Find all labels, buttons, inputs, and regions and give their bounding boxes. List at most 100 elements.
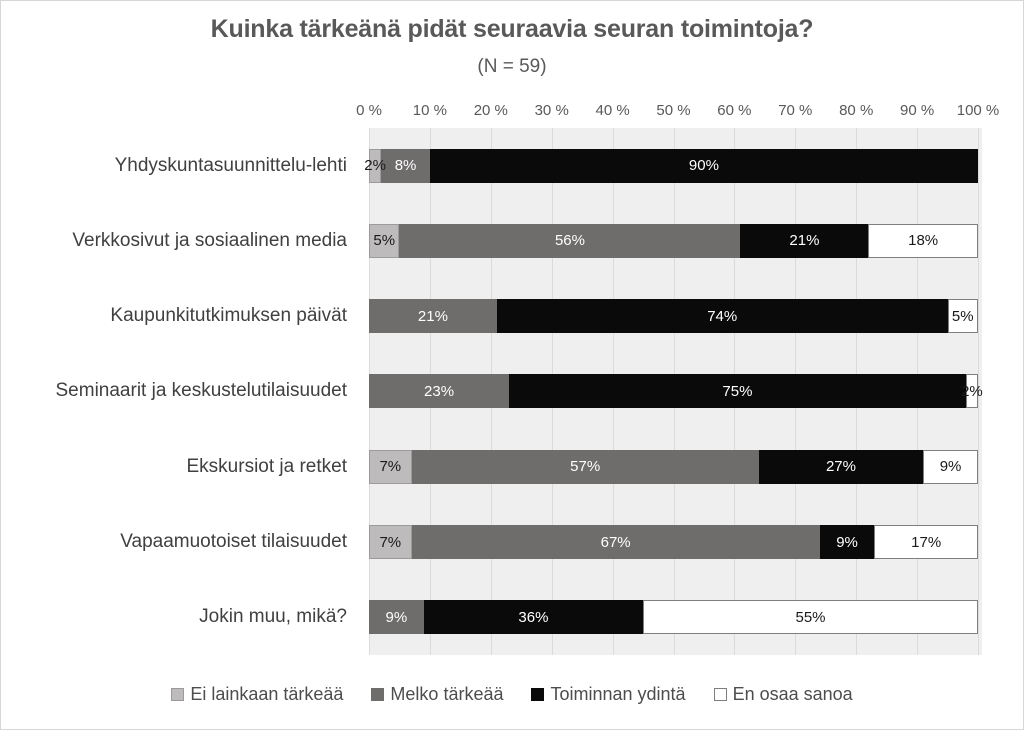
bar-segment: 23%	[369, 374, 510, 409]
bar-row: 9% 36% 55%	[369, 580, 978, 655]
x-axis-tick-label: 60 %	[717, 102, 752, 119]
bar-row: 2% 8% 90%	[364, 128, 978, 203]
bar-segment-value: 57%	[570, 458, 601, 476]
chart-title: Kuinka tärkeänä pidät seuraavia seuran t…	[210, 15, 814, 43]
category-label: Yhdyskuntasuunnittelu-lehti	[114, 154, 347, 176]
bar-segment: 21%	[740, 223, 869, 258]
legend-item: En osaa sanoa	[713, 683, 853, 705]
bar-segment-value: 56%	[554, 232, 585, 250]
legend-item: Ei lainkaan tärkeää	[171, 684, 343, 705]
bar-segment-value: 67%	[600, 533, 631, 551]
bar-segment-value: 9%	[939, 458, 962, 476]
bar-segment-value: 9%	[385, 608, 408, 626]
stacked-bar: 23% 75% 2%	[369, 374, 983, 409]
stacked-bar: 9% 36% 55%	[369, 600, 978, 635]
legend-item: Melko tärkeää	[371, 684, 503, 705]
bar-segment: 5%	[369, 223, 400, 258]
bar-segment-value: 9%	[836, 533, 858, 551]
x-axis-tick-label: 30 %	[534, 102, 569, 119]
stacked-bar: 21% 74% 5%	[369, 299, 978, 334]
bar-row: 5% 56% 21% 18%	[369, 203, 978, 278]
bar-segment-value: 36%	[518, 608, 549, 626]
legend-label: Toiminnan ydintä	[550, 683, 686, 704]
category-label: Jokin muu, mikä?	[199, 606, 347, 628]
bar-segment-value: 55%	[795, 608, 826, 626]
bar-segment: 55%	[643, 600, 978, 635]
bar-segment: 27%	[758, 449, 924, 484]
bar-segment-value: 90%	[688, 157, 719, 175]
bar-row: 23% 75% 2%	[369, 354, 983, 429]
bar-segment-value: 17%	[911, 533, 942, 551]
category-axis: Yhdyskuntasuunnittelu-lehti Verkkosivut j…	[1, 128, 359, 655]
bar-segment-value: 18%	[908, 232, 939, 250]
bar-segment-value: 23%	[424, 382, 455, 400]
bar-segment: 9%	[819, 525, 875, 560]
legend: Ei lainkaan tärkeää Melko tärkeää Toiminna…	[1, 680, 1023, 708]
bar-segment: 90%	[429, 148, 978, 183]
legend-item: Toiminnan ydintä	[531, 683, 686, 705]
plot-area: 2% 8% 90% 5% 56% 21% 18% 21% 74% 5% 23% 75% 2% 7% 57% 2…	[364, 128, 983, 655]
x-axis-tick-label: 10 %	[412, 102, 447, 119]
legend-swatch	[171, 687, 185, 701]
bar-segment: 67%	[411, 525, 820, 560]
category-label: Verkkosivut ja sosiaalinen media	[72, 229, 347, 251]
bar-segment: 36%	[423, 600, 644, 635]
legend-label: En osaa sanoa	[732, 683, 853, 704]
bar-segment-value: 75%	[722, 382, 753, 400]
stacked-bar: 7% 67% 9% 17%	[369, 525, 978, 560]
legend-swatch	[531, 687, 545, 701]
bar-segment-value: 74%	[707, 307, 738, 325]
bar-segment-value: 2%	[364, 157, 386, 175]
bar-segment: 9%	[369, 600, 424, 635]
x-axis-tick-label: 100 %	[956, 102, 1000, 119]
category-label: Kaupunkitutkimuksen päivät	[110, 305, 347, 327]
bar-segment-value: 8%	[394, 157, 417, 175]
bar-segment: 7%	[369, 449, 412, 484]
legend-label: Ei lainkaan tärkeää	[190, 683, 344, 704]
bar-segment: 21%	[369, 299, 497, 334]
bar-segment: 8%	[381, 148, 430, 183]
bar-segment: 17%	[874, 525, 978, 560]
bar-segment: 74%	[496, 299, 948, 334]
bar-segment-value: 7%	[379, 458, 402, 476]
bar-segment: 18%	[868, 223, 978, 258]
bar-row: 7% 57% 27% 9%	[369, 429, 978, 504]
category-label: Seminaarit ja keskustelutilaisuudet	[55, 380, 348, 402]
bar-segment: 9%	[923, 449, 978, 484]
bar-segment: 2%	[364, 148, 386, 183]
bar-segment: 75%	[509, 374, 966, 409]
x-axis-tick-label: 70 %	[778, 102, 813, 119]
chart-subtitle: (N = 59)	[477, 56, 547, 77]
stacked-bar: 2% 8% 90%	[364, 148, 978, 183]
x-axis-tick-label: 0 %	[356, 102, 382, 119]
bar-segment: 5%	[947, 299, 978, 334]
legend-swatch	[371, 687, 385, 701]
bar-segment-value: 21%	[417, 307, 448, 325]
bar-segment-value: 5%	[373, 232, 396, 250]
category-label: Vapaamuotoiset tilaisuudet	[120, 531, 347, 553]
category-label: Ekskursiot ja retket	[186, 455, 348, 477]
bar-segment: 56%	[399, 223, 741, 258]
bar-segment-value: 5%	[951, 307, 974, 325]
bar-segment: 2%	[961, 374, 983, 409]
x-axis-tick-label: 50 %	[656, 102, 691, 119]
bar-segment: 57%	[411, 449, 759, 484]
bar-segment: 7%	[369, 525, 412, 560]
bar-row: 7% 67% 9% 17%	[369, 504, 978, 579]
legend-label: Melko tärkeää	[390, 683, 504, 704]
stacked-bar: 7% 57% 27% 9%	[369, 449, 978, 484]
bar-segment-value: 2%	[961, 382, 983, 400]
stacked-bar: 5% 56% 21% 18%	[369, 223, 978, 258]
bar-row: 21% 74% 5%	[369, 279, 978, 354]
bar-segment-value: 27%	[825, 458, 856, 476]
legend-swatch	[713, 687, 727, 701]
x-axis-tick-label: 20 %	[473, 102, 508, 119]
bar-series: 2% 8% 90% 5% 56% 21% 18% 21% 74% 5% 23% 75% 2% 7% 57% 2…	[364, 128, 983, 655]
x-axis: 0 % 10 % 20 % 30 % 40 % 50 % 60 % 70 % 80 % 90 % 1…	[1, 102, 1023, 122]
bar-segment-value: 21%	[789, 232, 820, 250]
gridline	[978, 128, 979, 655]
bar-segment-value: 7%	[379, 533, 402, 551]
x-axis-tick-label: 80 %	[839, 102, 874, 119]
x-axis-tick-label: 90 %	[899, 102, 935, 119]
